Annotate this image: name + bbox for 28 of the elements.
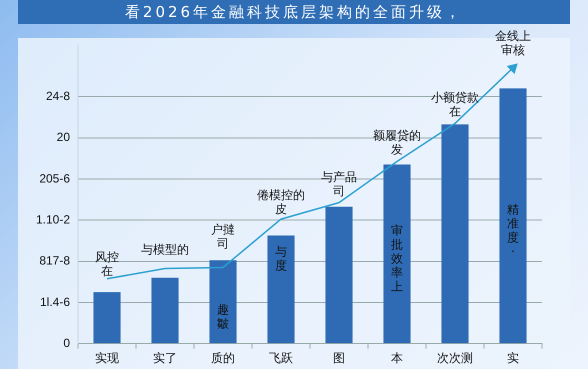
y-tick-label: 1.10-2 [36, 212, 70, 226]
y-tick-label: 0 [63, 336, 70, 350]
x-tick-label: 实现 [95, 351, 120, 366]
x-tick-label: 实了 [153, 351, 178, 366]
annotation: 与产品司 [321, 170, 358, 198]
x-tick-label: 质的 [211, 351, 236, 366]
y-tick-label: 817-8 [39, 254, 70, 268]
x-tick-label: 飞跃 [269, 351, 294, 366]
annotation: 金线上审核 [495, 28, 531, 57]
annotation: 精准度· [507, 202, 519, 259]
annotation: 额履贷的发 [373, 128, 422, 157]
annotation: 倦模控的皮 [257, 188, 306, 216]
x-tick-label: 本 [391, 351, 404, 366]
x-tick-label: 图 [333, 351, 346, 366]
y-tick-label: 20 [56, 130, 70, 144]
annotation: 户撻司 [211, 222, 236, 251]
annotation: 审批效率上 [391, 224, 404, 294]
chart-title: 看2026年金融科技底层架构的全面升级， [18, 0, 570, 24]
y-tick-label: 1l.4-6 [40, 294, 70, 309]
y-tick-label: 24-8 [46, 88, 70, 103]
x-tick-label: 次次测 [437, 351, 474, 366]
annotation: 与模型的 [141, 242, 190, 257]
annotation: 小额贷款在 [431, 90, 480, 119]
x-tick-label: 实 [507, 351, 519, 366]
annotation: 趣皺 [217, 302, 230, 331]
y-tick-label: 205-6 [39, 171, 70, 186]
annotation: 风控在 [95, 250, 120, 278]
annotation: 与度 [275, 244, 288, 273]
